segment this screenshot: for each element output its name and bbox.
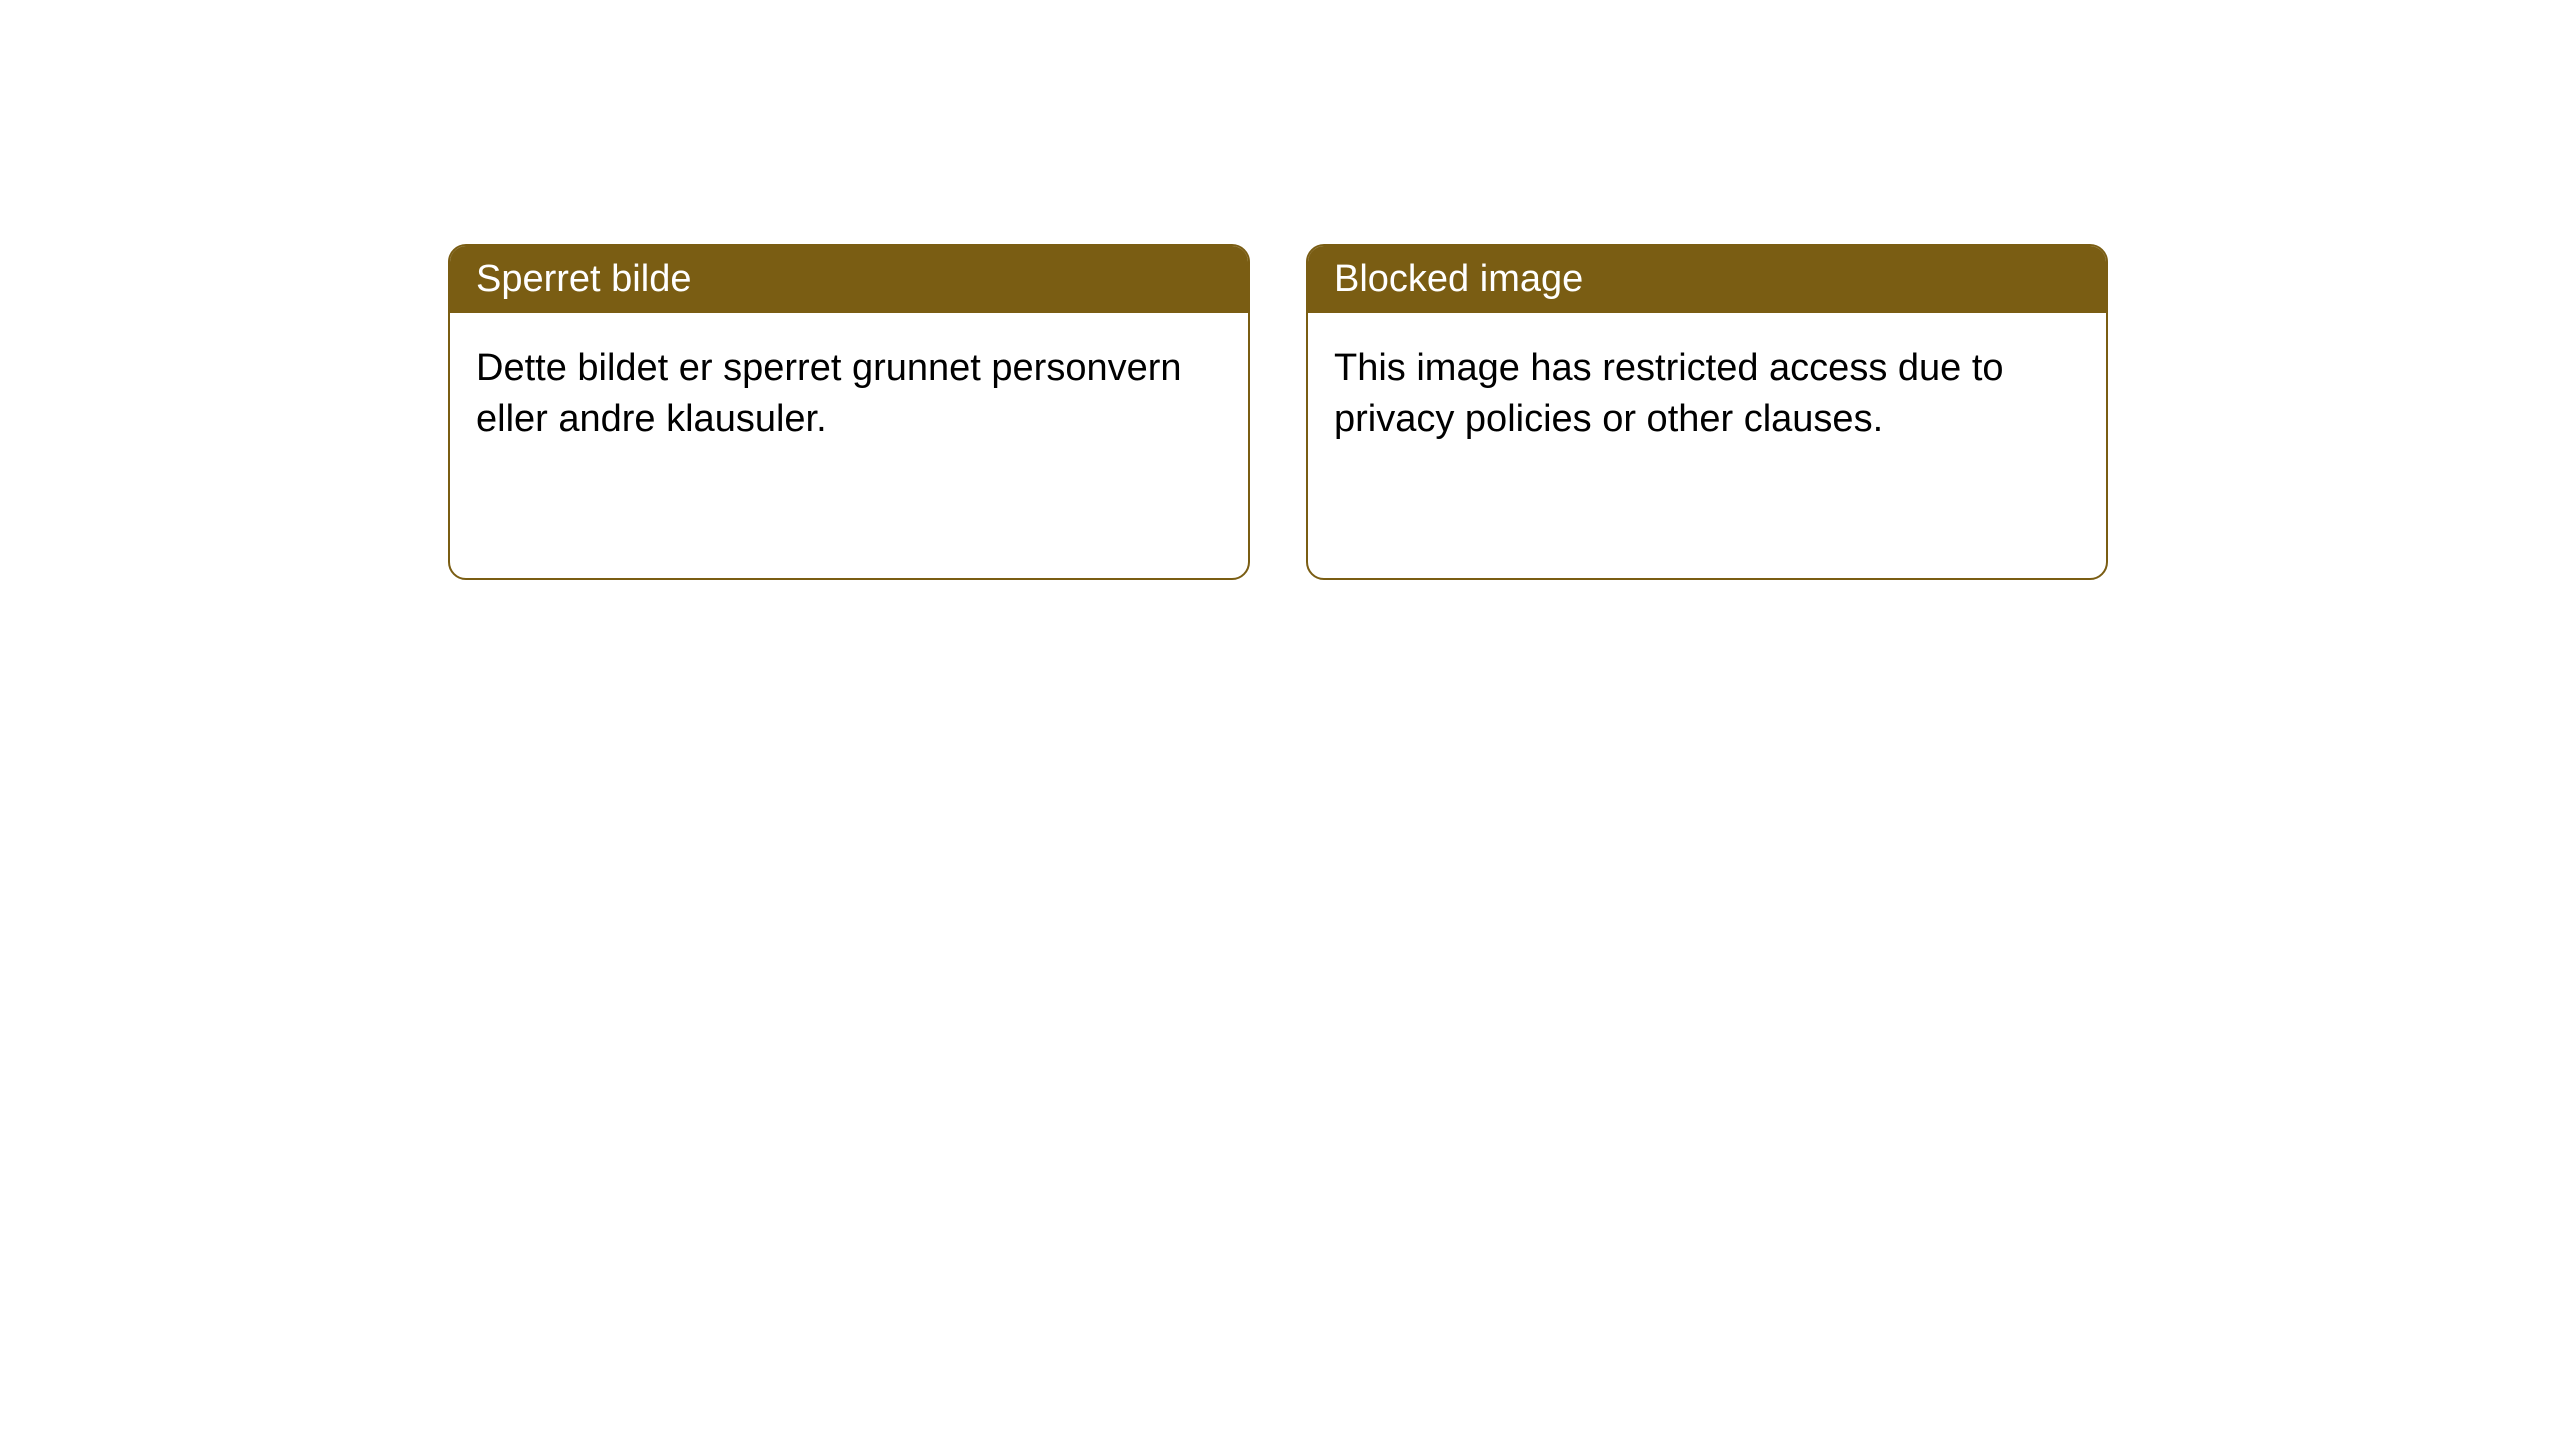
notice-header: Sperret bilde (450, 246, 1248, 313)
notice-card-english: Blocked image This image has restricted … (1306, 244, 2108, 580)
notice-title: Blocked image (1334, 258, 1583, 300)
notice-header: Blocked image (1308, 246, 2106, 313)
notice-card-norwegian: Sperret bilde Dette bildet er sperret gr… (448, 244, 1250, 580)
notice-message: This image has restricted access due to … (1334, 347, 2004, 440)
notice-container: Sperret bilde Dette bildet er sperret gr… (0, 0, 2560, 580)
notice-body: Dette bildet er sperret grunnet personve… (450, 313, 1248, 476)
notice-body: This image has restricted access due to … (1308, 313, 2106, 476)
notice-title: Sperret bilde (476, 258, 691, 300)
notice-message: Dette bildet er sperret grunnet personve… (476, 347, 1182, 440)
